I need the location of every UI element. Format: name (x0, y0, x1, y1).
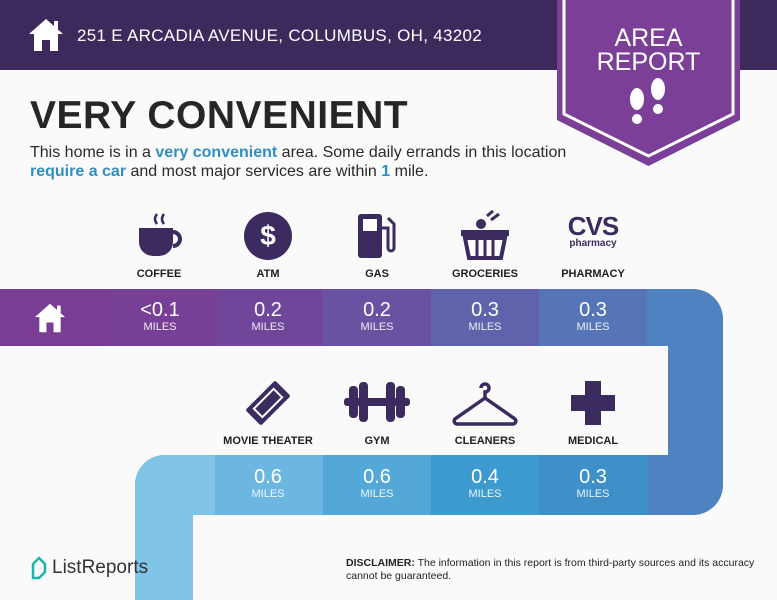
dumbbell-icon (323, 380, 431, 424)
area-report-badge (557, 0, 740, 166)
home-icon (29, 19, 63, 51)
property-address: 251 E ARCADIA AVENUE, COLUMBUS, OH, 4320… (77, 26, 483, 45)
amenity-label: GROCERIES (451, 268, 518, 280)
distance-cell-atm: 0.2 MILES (251, 299, 285, 333)
distance-cell-movie-theater: 0.6 MILES (251, 466, 285, 500)
distance-cell-medical: 0.3 MILES (576, 466, 610, 500)
distance-cell-gym: 0.6 MILES (360, 466, 394, 500)
home-icon (34, 303, 66, 333)
dollar-icon: $ (214, 212, 322, 260)
amenity-label: GAS (365, 268, 389, 280)
footprints-icon (630, 78, 665, 124)
grocery-basket-icon (431, 210, 539, 260)
gas-pump-icon (323, 210, 431, 260)
badge-title: AREA REPORT (596, 24, 701, 76)
distance-cell-cleaners: 0.4 MILES (468, 466, 502, 500)
cvs-pharmacy-logo: CVS pharmacy (567, 211, 619, 249)
amenity-label: MEDICAL (567, 435, 619, 447)
amenity-label: MOVIE THEATER (223, 435, 313, 447)
distance-cell-groceries: 0.3 MILES (468, 299, 502, 333)
disclaimer: DISCLAIMER: The information in this repo… (346, 557, 755, 582)
listreports-logo: ListReports (30, 556, 148, 580)
summary-text: This home is in a very convenient area. … (30, 144, 567, 180)
distance-cell-gas: 0.2 MILES (360, 299, 394, 333)
distance-cell-coffee: <0.1 MILES (140, 299, 180, 333)
medical-cross-icon (539, 379, 647, 427)
distance-cell-pharmacy: 0.3 MILES (576, 299, 610, 333)
coffee-cup-icon (106, 212, 214, 258)
listreports-logo-icon (31, 556, 47, 580)
amenity-label: COFFEE (136, 268, 182, 280)
hanger-icon (431, 379, 539, 427)
svg-text:$: $ (260, 220, 276, 251)
amenity-label: CLEANERS (454, 435, 516, 447)
amenity-label: ATM (256, 268, 280, 280)
page-title: VERY CONVENIENT (30, 94, 409, 137)
amenity-label: PHARMACY (561, 268, 625, 280)
amenity-label: GYM (364, 435, 390, 447)
ticket-icon (214, 378, 322, 428)
